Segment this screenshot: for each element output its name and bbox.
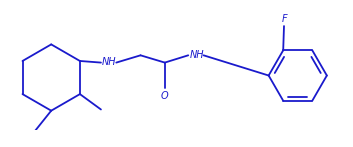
Text: F: F [282,14,288,24]
Text: O: O [161,91,169,101]
Text: NH: NH [190,50,204,60]
Text: NH: NH [102,57,117,67]
